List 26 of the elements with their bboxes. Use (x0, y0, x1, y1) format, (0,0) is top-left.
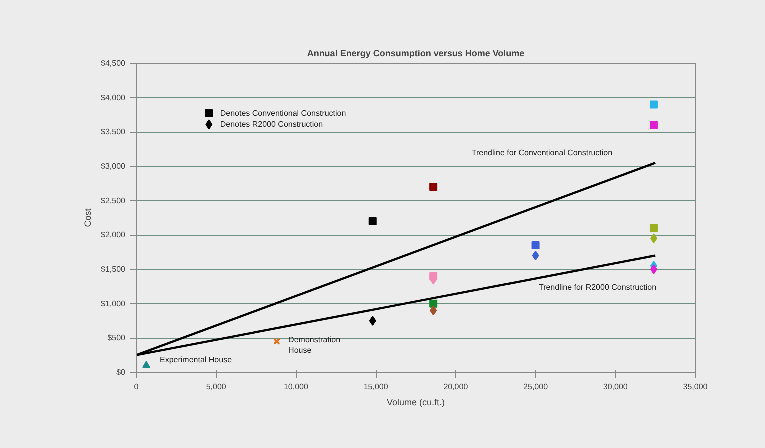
y-tick-label: $4,500 (101, 59, 126, 68)
y-tick-label: $500 (108, 334, 126, 343)
annotation: Trendline for Conventional Construction (472, 148, 613, 158)
y-axis-title: Cost (83, 208, 94, 228)
y-tick-label: $1,000 (101, 299, 126, 308)
legend-label: Denotes Conventional Construction (220, 109, 346, 118)
x-tick-label: 15,000 (364, 382, 389, 392)
x-tick-label: 20,000 (444, 382, 469, 392)
annotation: Experimental House (160, 356, 233, 365)
y-tick-label: $2,000 (101, 230, 126, 240)
y-tick-label: $3,500 (101, 128, 126, 137)
x-tick-label: 0 (134, 382, 140, 392)
x-tick-label: 5,000 (206, 382, 227, 392)
y-tick-label: $0 (116, 368, 126, 377)
chart-title: Annual Energy Consumption versus Home Volume (307, 48, 525, 58)
legend-label: Denotes R2000 Construction (220, 120, 324, 130)
y-tick-label: $2,500 (101, 196, 126, 206)
x-tick-label: 35,000 (683, 382, 708, 392)
x-tick-label: 30,000 (603, 382, 628, 392)
y-tick-label: $1,500 (101, 265, 126, 274)
x-tick-label: 10,000 (284, 382, 309, 392)
annotation: Trendline for R2000 Construction (538, 282, 657, 292)
x-axis-title: Volume (cu.ft.) (386, 398, 446, 408)
y-tick-label: $4,000 (101, 93, 126, 102)
y-tick-label: $3,000 (101, 162, 126, 171)
x-tick-label: 25,000 (524, 382, 549, 392)
